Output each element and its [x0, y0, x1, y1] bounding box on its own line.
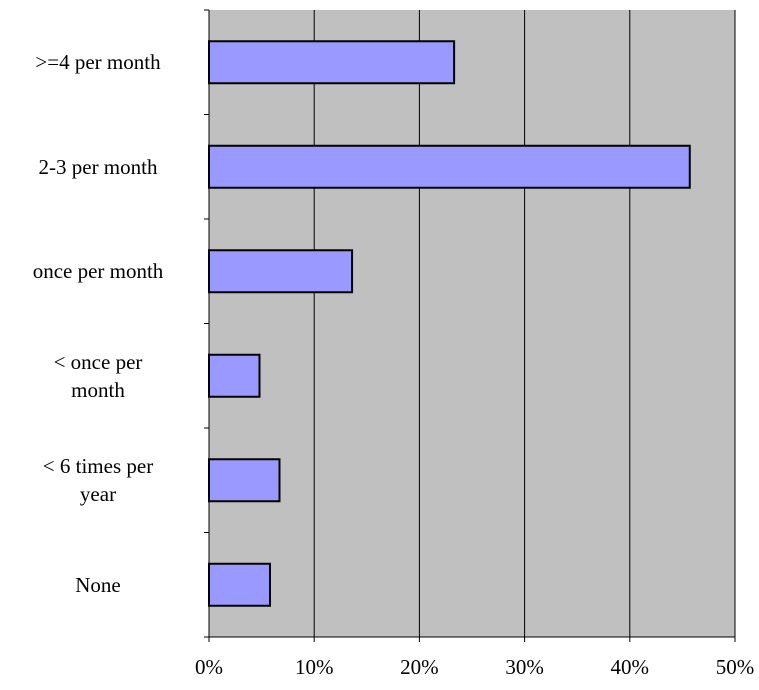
x-tick-label: 0%	[195, 655, 223, 679]
plot-background	[209, 10, 735, 637]
bar	[208, 144, 691, 189]
x-tick-label: 40%	[611, 655, 650, 679]
y-tick-label: once per month	[32, 259, 164, 284]
x-tick-label: 20%	[400, 655, 439, 679]
y-tick-label: None	[75, 572, 121, 597]
x-tick-label: 30%	[505, 655, 544, 679]
y-tick-label: < once per month	[53, 349, 143, 402]
x-tick-label: 10%	[295, 655, 334, 679]
bar	[208, 353, 261, 398]
bar	[208, 562, 272, 607]
bar	[208, 458, 281, 503]
y-tick-label: >=4 per month	[35, 50, 161, 75]
y-tick-label: < 6 times per year	[42, 454, 154, 507]
y-tick-label: 2-3 per month	[38, 154, 158, 179]
bar	[208, 40, 456, 85]
x-tick-label: 50%	[716, 655, 755, 679]
bar	[208, 249, 354, 294]
